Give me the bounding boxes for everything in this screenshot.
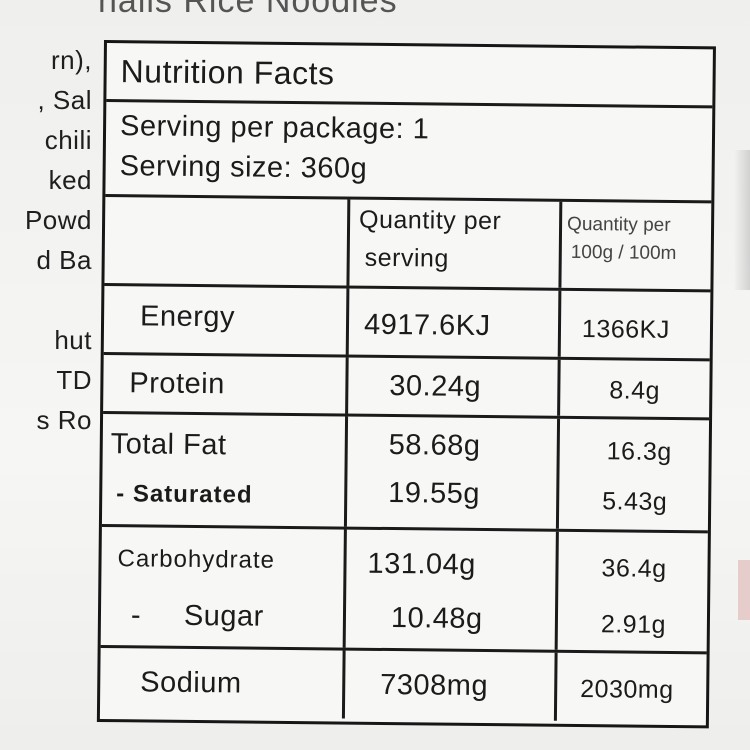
ingredient-line: , Sal — [37, 85, 92, 115]
nutrient-per-100: 2030mg — [580, 675, 674, 704]
column-divider — [557, 359, 561, 416]
header-per-serving-line1: Quantity per — [358, 205, 502, 236]
nutrient-name: Protein — [129, 367, 225, 401]
nutrient-per-serving: 30.24g — [389, 370, 482, 403]
column-divider — [341, 650, 346, 719]
nutrient-per-100: 5.43g — [602, 487, 668, 516]
header-per-100-line2: 100g / 100m — [570, 241, 677, 265]
nutrient-name: Total Fat — [110, 428, 227, 462]
cropped-ingredient-text: rn), , Sal chili ked Powd d Ba hut TD s … — [0, 40, 92, 440]
ingredient-line: s Ro — [36, 405, 92, 435]
ingredient-line: d Ba — [36, 245, 92, 275]
nutrient-per-serving: 58.68g — [388, 429, 481, 462]
ingredient-line: chili — [44, 125, 92, 155]
nutrient-per-serving: 10.48g — [390, 602, 483, 635]
nutrient-row-protein: Protein 30.24g 8.4g — [103, 355, 710, 421]
nutrient-name: Sodium — [140, 666, 242, 700]
nutrient-name: Carbohydrate — [117, 545, 276, 574]
title-row: Nutrition Facts — [106, 43, 713, 109]
ingredient-line: hut — [54, 325, 92, 355]
nutrient-per-100: 16.3g — [606, 437, 672, 466]
nutrient-per-100: 2.91g — [600, 610, 667, 639]
ingredient-line: ked — [48, 165, 92, 195]
ingredient-line: TD — [56, 365, 92, 395]
nutrient-per-100: 1366KJ — [581, 315, 670, 344]
column-divider — [557, 290, 562, 357]
column-divider — [345, 288, 350, 355]
column-divider — [346, 199, 351, 286]
nutrition-title: Nutrition Facts — [120, 53, 335, 92]
nutrient-row-fat-group: Total Fat 58.68g 16.3g - Saturated 19.55… — [101, 414, 710, 534]
column-divider — [558, 201, 563, 288]
nutrient-per-serving: 131.04g — [367, 547, 477, 581]
serving-info-row: Serving per package: 1 Serving size: 360… — [105, 102, 713, 204]
nutrient-name: Energy — [139, 300, 236, 334]
header-row: Quantity per serving Quantity per 100g /… — [104, 197, 712, 293]
column-divider — [345, 357, 349, 414]
cropped-chinese-text — [734, 150, 750, 290]
nutrition-table: Nutrition Facts Serving per package: 1 S… — [96, 40, 716, 729]
header-per-100-line1: Quantity per — [566, 213, 671, 236]
header-per-serving-line2: serving — [364, 243, 449, 273]
column-divider — [342, 529, 347, 648]
nutrient-name-sub: - Sugar — [130, 599, 264, 633]
serving-per-package: Serving per package: 1 — [119, 110, 430, 146]
nutrient-row-energy: Energy 4917.6KJ 1366KJ — [103, 286, 711, 362]
cropped-red-print — [738, 560, 750, 620]
nutrient-per-serving: 19.55g — [388, 477, 481, 510]
ingredient-line: rn), — [51, 45, 92, 75]
nutrient-per-serving: 7308mg — [380, 668, 489, 703]
nutrient-per-100: 8.4g — [609, 376, 661, 405]
column-divider — [343, 416, 349, 527]
column-divider — [555, 418, 561, 529]
nutrient-row-sodium: Sodium 7308mg 2030mg — [100, 648, 707, 722]
cropped-product-title: nails Rice Noodles — [98, 0, 398, 20]
ingredient-line: Powd — [24, 205, 92, 235]
nutrient-row-carb-group: Carbohydrate 131.04g 36.4g - Sugar 10.48… — [100, 527, 708, 655]
nutrient-per-100: 36.4g — [601, 554, 667, 583]
nutrition-facts-panel: Nutrition Facts Serving per package: 1 S… — [96, 40, 716, 729]
column-divider — [553, 652, 558, 721]
ingredient-line — [0, 280, 92, 320]
column-divider — [554, 531, 559, 650]
nutrient-name-sub: - Saturated — [116, 480, 253, 509]
nutrient-per-serving: 4917.6KJ — [363, 308, 491, 343]
serving-size: Serving size: 360g — [119, 150, 368, 185]
